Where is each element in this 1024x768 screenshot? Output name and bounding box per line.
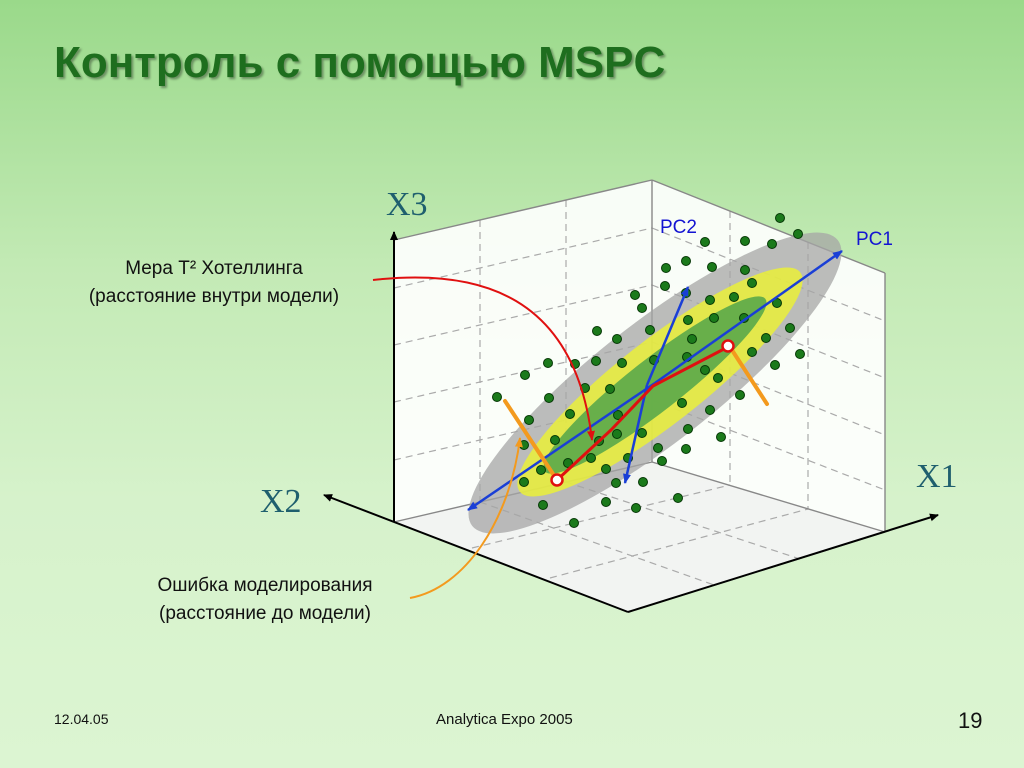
hotelling-zigzag <box>555 347 725 482</box>
page-number: 19 <box>958 708 983 733</box>
error-annotation-line2: (расстояние до модели) <box>159 603 371 624</box>
error-segments <box>503 345 769 482</box>
hotelling-path <box>550 339 735 487</box>
footer-center: Analytica Expo 2005 <box>436 711 573 728</box>
pc2-arrow-up <box>645 286 690 386</box>
error-segment-left <box>503 399 559 482</box>
pc1-arrow-backward <box>467 381 656 512</box>
error-callout-curve <box>409 437 523 599</box>
slide-date: 12.04.05 <box>54 711 109 727</box>
hotelling-point-left <box>550 473 564 487</box>
hotelling-annotation-line1: Мера T² Хотеллинга <box>125 258 303 279</box>
hotelling-point-right <box>721 339 735 353</box>
pc-arrows <box>467 249 843 512</box>
hotelling-annotation-line2: (расстояние внутри модели) <box>88 286 340 307</box>
hotelling-callout-curve <box>372 276 595 441</box>
slide-title: Контроль с помощью MSPC <box>54 38 666 87</box>
error-segment-right <box>728 345 769 406</box>
x1-axis <box>627 513 939 613</box>
pc2-arrow-down <box>623 384 649 484</box>
pc1-label: PC1 <box>856 229 893 250</box>
x3-label: X3 <box>386 186 428 223</box>
x1-label: X1 <box>916 458 958 495</box>
hotelling-annotation: Мера T² Хотеллинга (расстояние внутри мо… <box>58 255 370 311</box>
pc2-label: PC2 <box>660 217 697 238</box>
x2-label: X2 <box>260 483 302 520</box>
error-annotation: Ошибка моделирования (расстояние до моде… <box>116 572 414 628</box>
error-annotation-line1: Ошибка моделирования <box>157 575 373 596</box>
data-points <box>492 213 805 528</box>
pc1-arrow-forward <box>654 249 843 385</box>
